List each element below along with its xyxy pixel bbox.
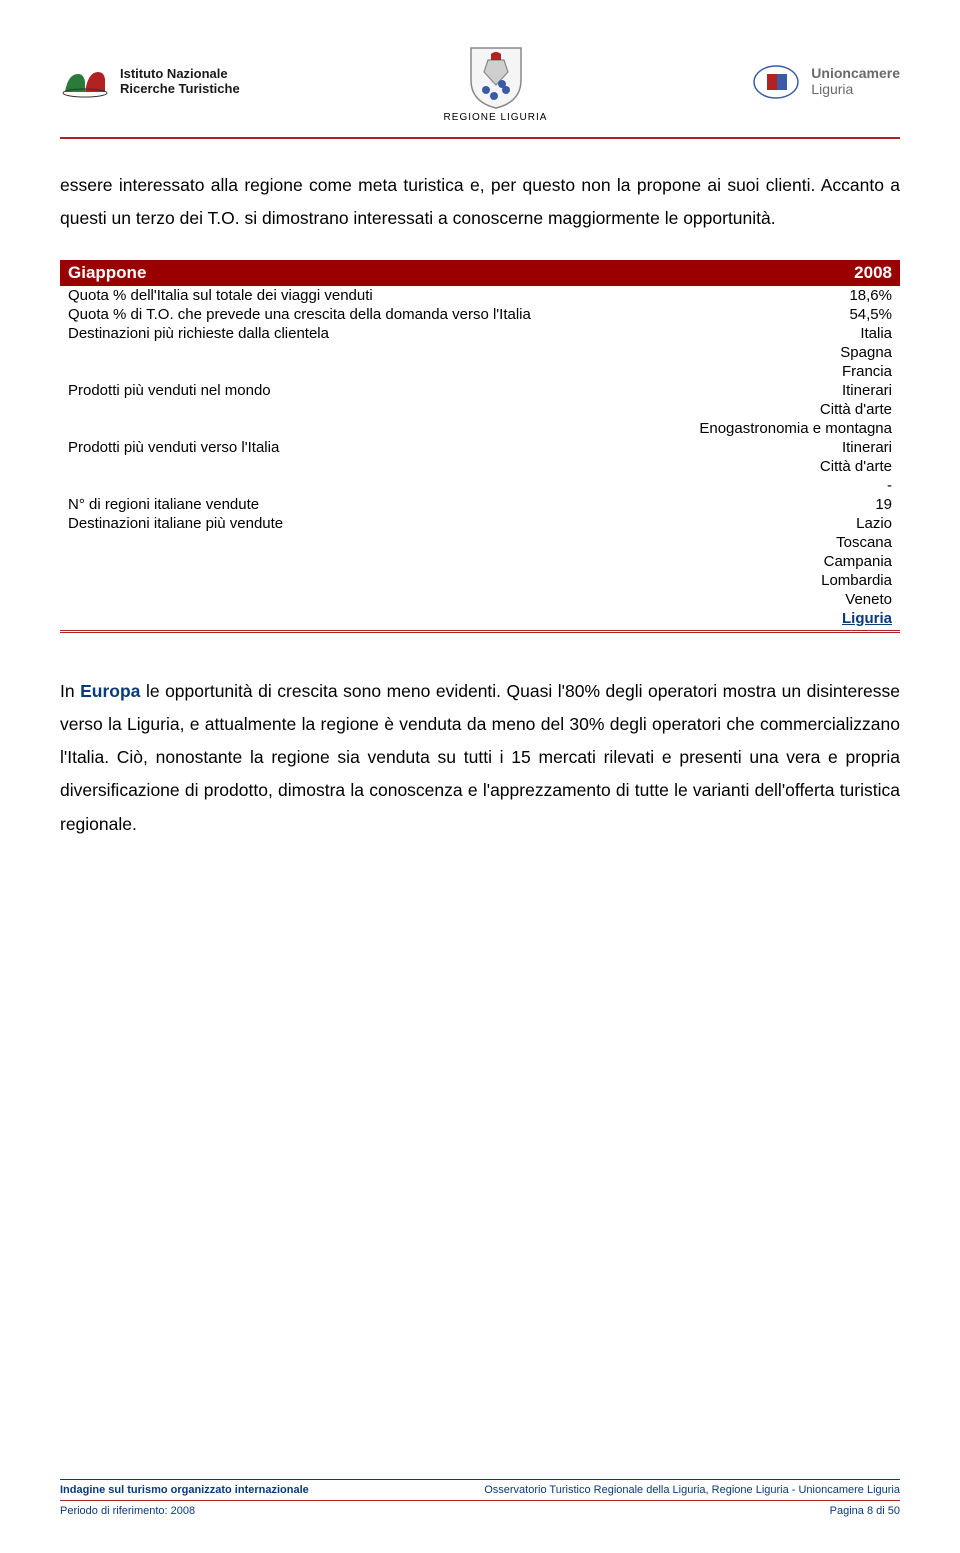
table-cell-label [60,457,581,476]
table-cell-value: Itinerari [581,381,900,400]
table-cell-value: Veneto [581,590,900,609]
table-cell-value: Enogastronomia e montagna [581,419,900,438]
table-title: Giappone [60,260,581,286]
table-cell-value: Itinerari [581,438,900,457]
table-row: Quota % dell'Italia sul totale dei viagg… [60,286,900,305]
table-cell-value: Città d'arte [581,457,900,476]
unioncamere-line2: Liguria [811,82,900,97]
table-cell-label [60,362,581,381]
table-row: Destinazioni italiane più venduteLazio [60,514,900,533]
header-logos: Istituto Nazionale Ricerche Turistiche R… [60,40,900,123]
unioncamere-icon [751,62,801,102]
table-row: - [60,476,900,495]
regione-label: REGIONE LIGURIA [444,112,548,123]
table-cell-value: 18,6% [581,286,900,305]
logo-unioncamere: Unioncamere Liguria [751,62,900,102]
table-cell-value: Toscana [581,533,900,552]
table-cell-label: Prodotti più venduti nel mondo [60,381,581,400]
table-cell-label: Destinazioni italiane più vendute [60,514,581,533]
table-cell-label [60,400,581,419]
footer-line-1: Indagine sul turismo organizzato interna… [60,1484,900,1496]
footer-line-2: Periodo di riferimento: 2008 Pagina 8 di… [60,1505,900,1517]
table-row: Campania [60,552,900,571]
page-footer: Indagine sul turismo organizzato interna… [60,1479,900,1517]
logo-regione: REGIONE LIGURIA [444,40,548,123]
table-row: Prodotti più venduti nel mondoItinerari [60,381,900,400]
table-row: Città d'arte [60,457,900,476]
table-cell-value: Lazio [581,514,900,533]
logo-isnart: Istituto Nazionale Ricerche Turistiche [60,62,240,102]
table-row: Città d'arte [60,400,900,419]
table-row: Destinazioni più richieste dalla cliente… [60,324,900,343]
table-final-row: Liguria [60,609,900,628]
table-cell-label: Quota % di T.O. che prevede una crescita… [60,305,581,324]
table-cell-label: N° di regioni italiane vendute [60,495,581,514]
footer-rule-bottom [60,1500,900,1501]
isnart-line2: Ricerche Turistiche [120,82,240,97]
unioncamere-text: Unioncamere Liguria [811,66,900,97]
table-cell-label: Quota % dell'Italia sul totale dei viagg… [60,286,581,305]
footer-rule-top [60,1479,900,1480]
table-cell-label: Destinazioni più richieste dalla cliente… [60,324,581,343]
table-cell-label [60,343,581,362]
table-final-label [60,609,581,628]
table-cell-value: 19 [581,495,900,514]
isnart-icon [60,62,110,102]
para2-pre: In [60,681,80,701]
para2-europa: Europa [80,681,140,701]
table-cell-value: Città d'arte [581,400,900,419]
table-row: Enogastronomia e montagna [60,419,900,438]
footer-right-2: Pagina 8 di 50 [830,1505,900,1517]
data-table: Giappone 2008 Quota % dell'Italia sul to… [60,260,900,628]
unioncamere-line1: Unioncamere [811,66,900,81]
table-cell-value: 54,5% [581,305,900,324]
table-row: Prodotti più venduti verso l'ItaliaItine… [60,438,900,457]
table-cell-label [60,419,581,438]
isnart-text: Istituto Nazionale Ricerche Turistiche [120,67,240,97]
footer-left-1: Indagine sul turismo organizzato interna… [60,1484,309,1496]
table-row: Veneto [60,590,900,609]
regione-shield-icon [456,40,536,110]
table-cell-value: Italia [581,324,900,343]
table-cell-label [60,533,581,552]
isnart-line1: Istituto Nazionale [120,67,240,82]
table-row: Toscana [60,533,900,552]
intro-paragraph: essere interessato alla regione come met… [60,169,900,236]
table-cell-label [60,476,581,495]
para2-post: le opportunità di crescita sono meno evi… [60,681,900,834]
footer-left-2: Periodo di riferimento: 2008 [60,1505,195,1517]
table-cell-value: Campania [581,552,900,571]
table-cell-label [60,590,581,609]
table-year: 2008 [581,260,900,286]
table-row: Quota % di T.O. che prevede una crescita… [60,305,900,324]
europa-paragraph: In Europa le opportunità di crescita son… [60,675,900,841]
table-row: N° di regioni italiane vendute19 [60,495,900,514]
header-divider [60,137,900,139]
table-cell-label [60,552,581,571]
table-row: Francia [60,362,900,381]
table-cell-label [60,571,581,590]
table-cell-value: Francia [581,362,900,381]
table-cell-value: - [581,476,900,495]
table-cell-label: Prodotti più venduti verso l'Italia [60,438,581,457]
footer-right-1: Osservatorio Turistico Regionale della L… [484,1484,900,1496]
table-bottom-rule [60,630,900,633]
table-title-row: Giappone 2008 [60,260,900,286]
table-row: Lombardia [60,571,900,590]
table-final-value: Liguria [842,610,892,627]
table-row: Spagna [60,343,900,362]
table-cell-value: Spagna [581,343,900,362]
table-cell-value: Lombardia [581,571,900,590]
